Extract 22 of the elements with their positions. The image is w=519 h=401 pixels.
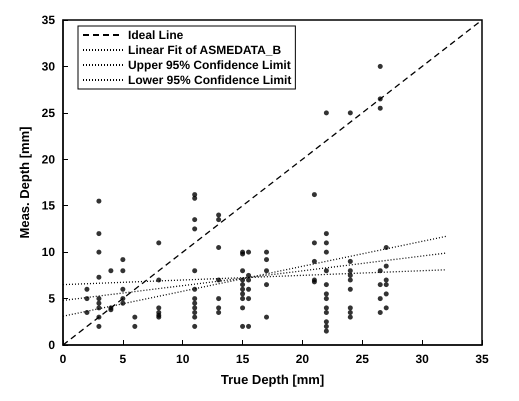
x-tick-label: 15 [236, 352, 250, 366]
y-tick-label: 35 [42, 13, 56, 27]
x-axis-title: True Depth [mm] [220, 372, 324, 387]
legend-label: Linear Fit of ASMEDATA_B [128, 43, 282, 57]
x-tick-label: 20 [296, 352, 310, 366]
x-tick-label: 25 [356, 352, 370, 366]
x-tick-label: 5 [120, 352, 127, 366]
x-tick-label: 10 [176, 352, 190, 366]
y-tick-label: 25 [42, 106, 56, 120]
y-tick-label: 20 [42, 152, 56, 166]
x-tick-label: 30 [415, 352, 430, 366]
legend-label: Upper 95% Confidence Limit [128, 58, 291, 72]
y-tick-label: 10 [42, 245, 56, 260]
x-tick-label: 35 [475, 352, 489, 366]
y-tick-label: 5 [48, 292, 56, 306]
y-axis-title: Meas. Depth [mm] [16, 126, 32, 238]
x-tick-label: 0 [60, 352, 67, 366]
y-tick-label: 15 [42, 198, 56, 213]
y-tick-label: 30 [42, 59, 56, 74]
legend-label: Ideal Line [128, 28, 184, 42]
y-tick-label: 0 [48, 338, 56, 352]
legend-label: Lower 95% Confidence Limit [128, 73, 292, 87]
